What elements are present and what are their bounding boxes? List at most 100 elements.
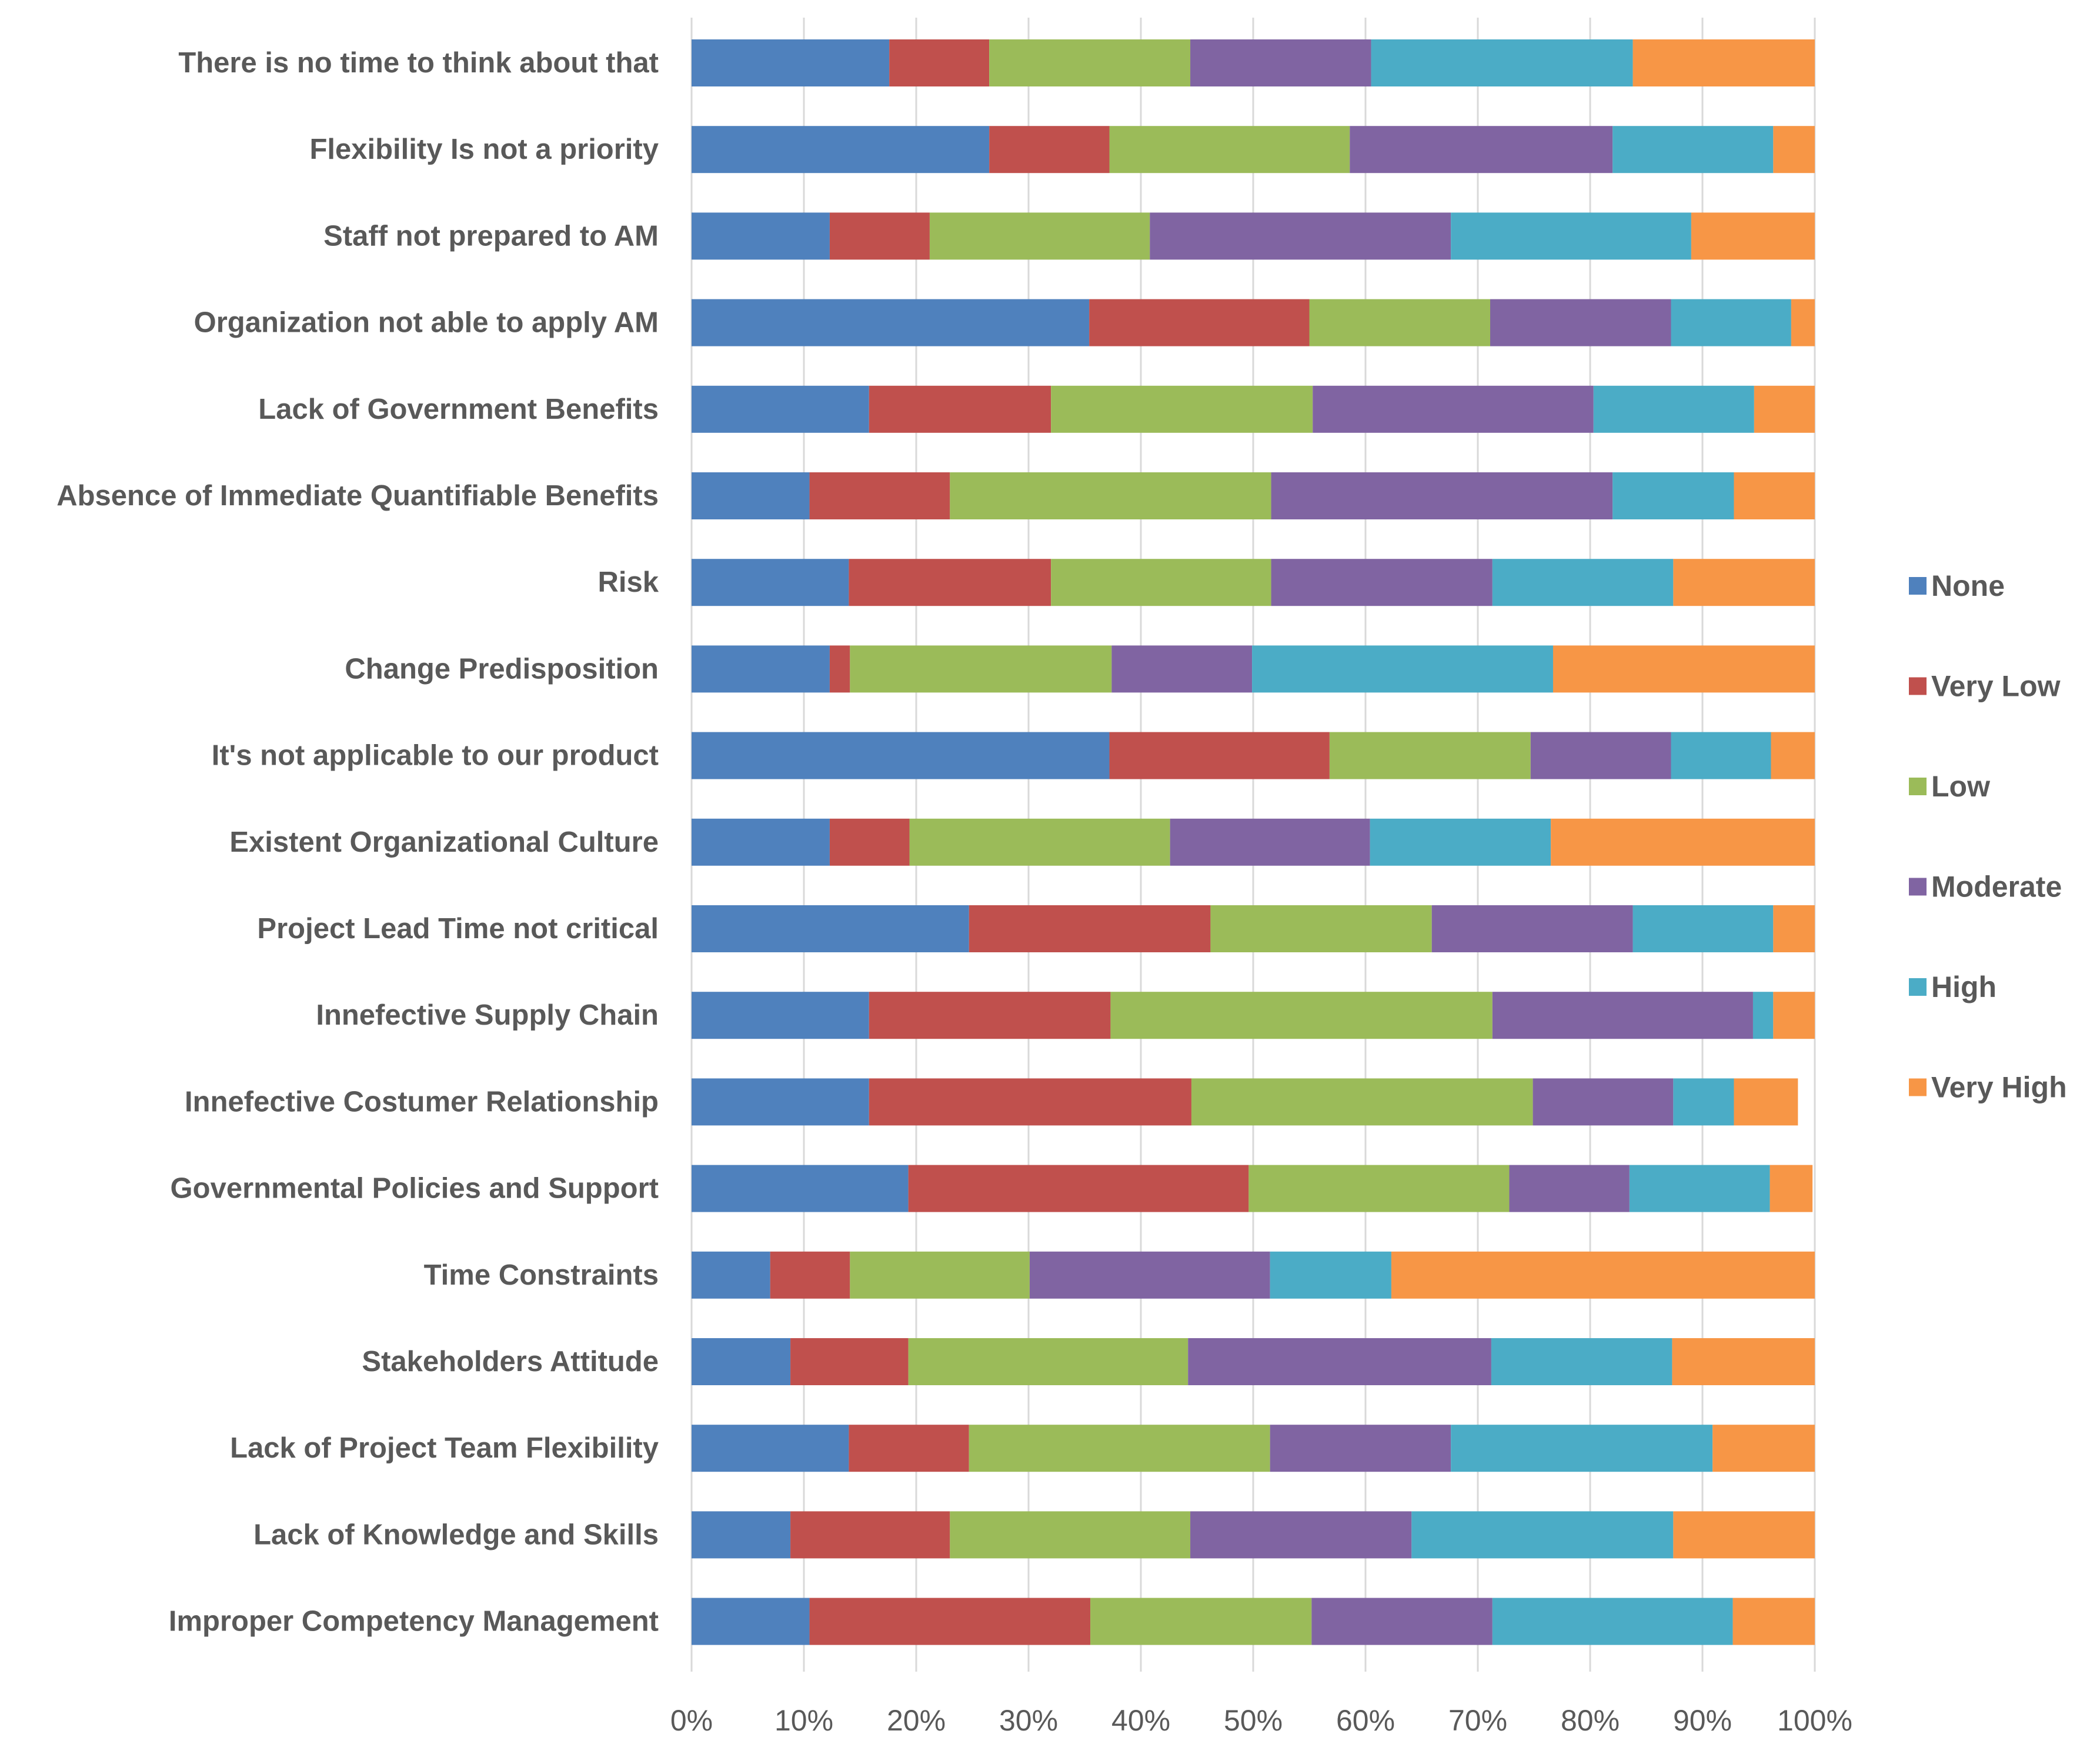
- bar-segment: [1734, 1078, 1798, 1126]
- category-label: Governmental Policies and Support: [171, 1173, 659, 1205]
- bar-segment: [1270, 1425, 1451, 1472]
- bar-segment: [1451, 212, 1691, 260]
- bar-segment: [969, 1425, 1270, 1472]
- category-label: There is no time to think about that: [178, 47, 659, 79]
- bar-segment: [1191, 1078, 1533, 1126]
- x-tick-label: 0%: [670, 1704, 713, 1737]
- bar-segment: [1111, 645, 1253, 693]
- bar-segment: [1773, 992, 1815, 1039]
- bar-segment: [770, 1251, 850, 1299]
- bar-segment: [692, 559, 849, 606]
- bar-segment: [1509, 1165, 1630, 1212]
- bar-segment: [692, 645, 830, 693]
- bar-segment: [829, 645, 850, 693]
- category-label: Change Predisposition: [345, 653, 659, 685]
- category-label: Time Constraints: [424, 1259, 659, 1291]
- bar-segment: [1773, 126, 1815, 174]
- category-label: Lack of Project Team Flexibility: [230, 1432, 659, 1464]
- category-label: Stakeholders Attitude: [362, 1346, 659, 1378]
- legend-label: Very Low: [1931, 670, 2061, 703]
- bar-segment: [889, 39, 990, 86]
- x-tick-label: 60%: [1336, 1704, 1395, 1737]
- bar-segment: [692, 1511, 791, 1559]
- bar-segment: [1391, 1251, 1815, 1299]
- bar-segment: [1309, 299, 1491, 346]
- bar-segment: [692, 39, 890, 86]
- bar-segment: [1371, 39, 1633, 86]
- bar-segment: [692, 299, 1090, 346]
- bar-segment: [1248, 1165, 1510, 1212]
- bar-segment: [790, 1338, 909, 1385]
- bar-segment: [1188, 1338, 1491, 1385]
- bars: [692, 39, 1815, 1645]
- legend-swatch: [1909, 978, 1927, 996]
- bar-segment: [1533, 1078, 1674, 1126]
- x-tick-label: 50%: [1224, 1704, 1283, 1737]
- bar-segment: [1210, 905, 1432, 952]
- bar-segment: [1712, 1425, 1815, 1472]
- category-label: Lack of Government Benefits: [258, 394, 659, 425]
- category-label: Lack of Knowledge and Skills: [253, 1519, 659, 1550]
- x-tick-label: 100%: [1777, 1704, 1852, 1737]
- category-label: Project Lead Time not critical: [257, 913, 659, 945]
- legend-label: Low: [1931, 770, 1990, 803]
- bar-segment: [1271, 472, 1613, 519]
- bar-segment: [692, 385, 869, 433]
- bar-segment: [1673, 1078, 1734, 1126]
- bar-segment: [908, 1338, 1188, 1385]
- legend-label: High: [1931, 971, 1996, 1003]
- category-labels: There is no time to think about that Flex…: [56, 47, 659, 1638]
- bar-segment: [1329, 732, 1531, 779]
- bar-segment: [829, 818, 910, 866]
- bar-segment: [1270, 1251, 1391, 1299]
- bar-segment: [1773, 905, 1815, 952]
- bar-segment: [1752, 992, 1774, 1039]
- bar-segment: [850, 645, 1112, 693]
- bar-segment: [1252, 645, 1553, 693]
- bar-segment: [1109, 732, 1330, 779]
- x-tick-label: 30%: [999, 1704, 1058, 1737]
- x-tick-label: 70%: [1448, 1704, 1507, 1737]
- bar-segment: [790, 1511, 950, 1559]
- category-label: Innefective Costumer Relationship: [185, 1086, 659, 1118]
- bar-segment: [1051, 559, 1271, 606]
- bar-segment: [1190, 39, 1371, 86]
- bar-segment: [950, 472, 1271, 519]
- bar-segment: [1612, 472, 1734, 519]
- bar-segment: [1451, 1425, 1713, 1472]
- legend-swatch: [1909, 778, 1927, 795]
- x-tick-label: 20%: [887, 1704, 946, 1737]
- bar-segment: [1791, 299, 1815, 346]
- bar-segment: [692, 1078, 869, 1126]
- bar-segment: [1110, 992, 1493, 1039]
- bar-segment: [1629, 1165, 1770, 1212]
- category-label: It's not applicable to our product: [212, 740, 659, 772]
- bar-segment: [1271, 559, 1493, 606]
- category-label: Innefective Supply Chain: [316, 999, 659, 1031]
- x-tick-label: 10%: [774, 1704, 833, 1737]
- bar-segment: [1370, 818, 1551, 866]
- bar-segment: [1411, 1511, 1674, 1559]
- bar-segment: [809, 472, 950, 519]
- bar-segment: [1671, 732, 1771, 779]
- bar-segment: [692, 1338, 791, 1385]
- bar-segment: [829, 212, 930, 260]
- legend-swatch: [1909, 577, 1927, 595]
- legend-label: Very High: [1931, 1071, 2067, 1104]
- bar-segment: [1551, 818, 1815, 866]
- bar-segment: [1190, 1511, 1412, 1559]
- bar-segment: [1313, 385, 1594, 433]
- bar-segment: [692, 472, 810, 519]
- bar-segment: [1029, 1251, 1270, 1299]
- bar-segment: [1673, 559, 1815, 606]
- bar-segment: [692, 1425, 849, 1472]
- bar-segment: [1150, 212, 1451, 260]
- bar-segment: [1170, 818, 1370, 866]
- x-tick-label: 90%: [1673, 1704, 1732, 1737]
- bar-segment: [869, 992, 1111, 1039]
- bar-segment: [950, 1511, 1191, 1559]
- bar-segment: [1734, 472, 1815, 519]
- bar-segment: [809, 1598, 1091, 1645]
- bar-segment: [989, 39, 1191, 86]
